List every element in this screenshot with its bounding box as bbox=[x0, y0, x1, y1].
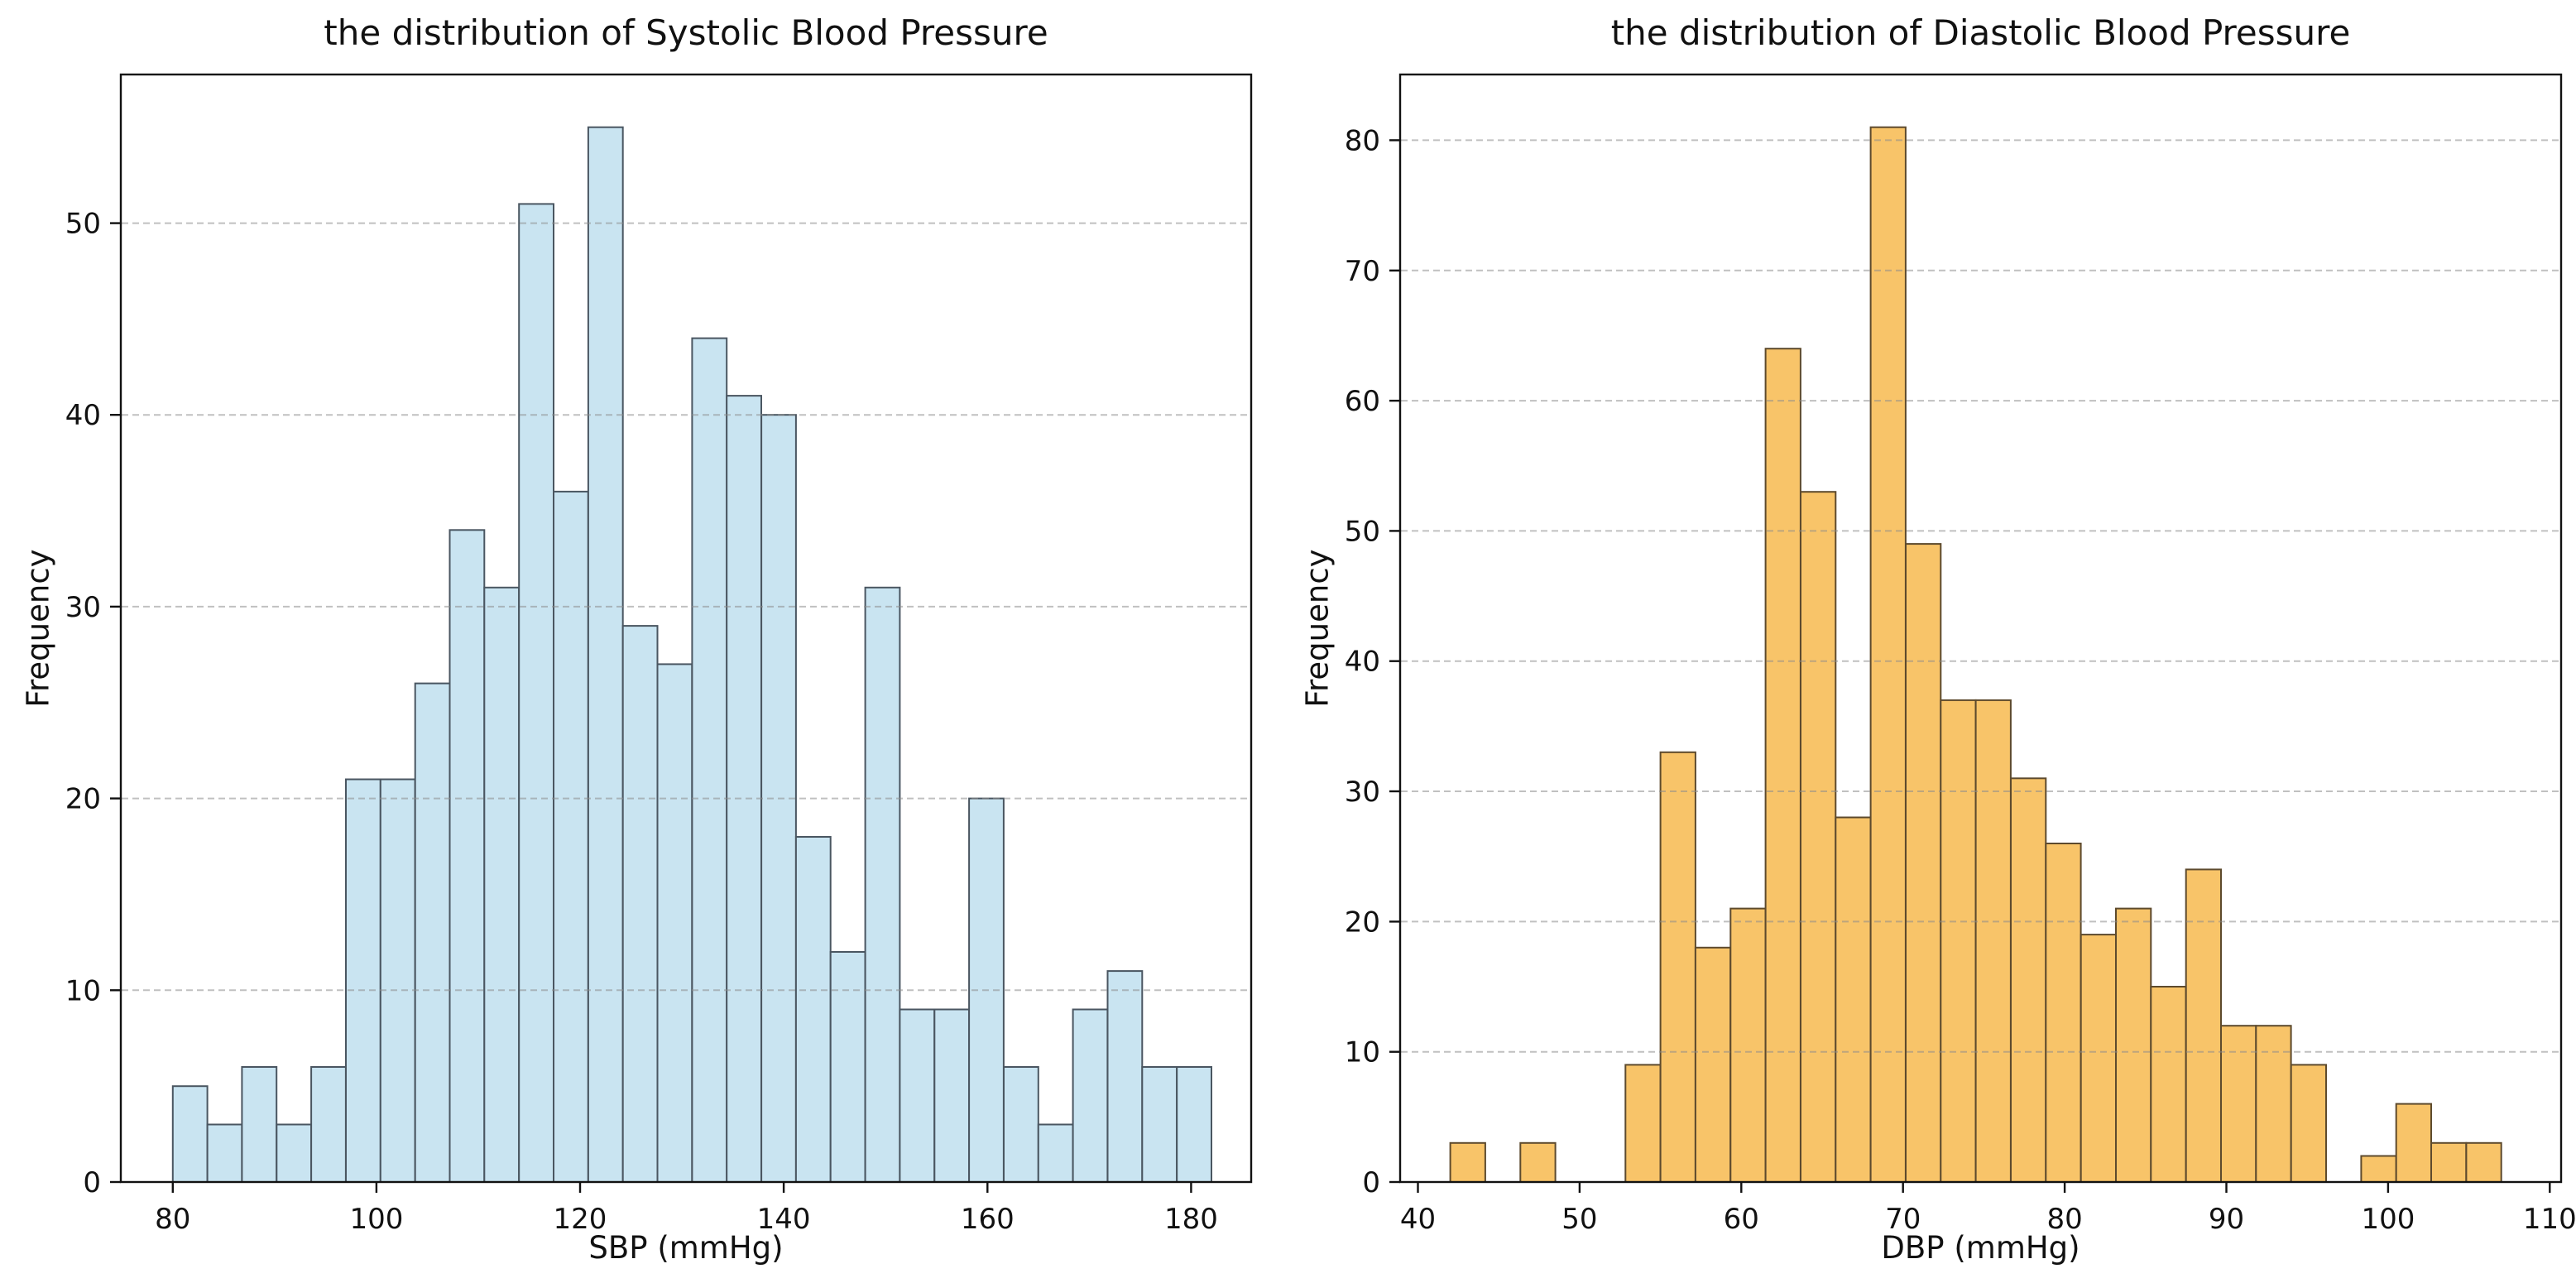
histogram-bar bbox=[1905, 543, 1942, 1183]
dbp-histogram-panel: the distribution of Diastolic Blood Pres… bbox=[1288, 0, 2576, 1283]
histogram-bar bbox=[1141, 1066, 1178, 1183]
histogram-bar bbox=[1764, 348, 1801, 1183]
y-tick-label: 50 bbox=[65, 208, 101, 241]
histogram-bar bbox=[1106, 970, 1144, 1183]
histogram-bar bbox=[2220, 1025, 2257, 1183]
histogram-bar bbox=[656, 663, 693, 1183]
x-tick-label: 100 bbox=[349, 1203, 403, 1236]
histogram-bar bbox=[933, 1008, 971, 1183]
y-tick-label: 0 bbox=[1362, 1166, 1380, 1199]
histogram-bar bbox=[899, 1008, 936, 1183]
x-tick-label: 100 bbox=[2361, 1203, 2415, 1236]
x-tick-label: 160 bbox=[961, 1203, 1015, 1236]
histogram-bar bbox=[1037, 1123, 1074, 1183]
y-tick-label: 20 bbox=[65, 783, 101, 816]
histogram-bar bbox=[1449, 1141, 1486, 1184]
histogram-bar bbox=[621, 625, 659, 1183]
histogram-bar bbox=[2045, 843, 2082, 1183]
histogram-bar bbox=[864, 586, 901, 1183]
y-tick-label: 40 bbox=[1345, 646, 1380, 679]
axes-spines bbox=[1398, 73, 2563, 1184]
x-tick-label: 80 bbox=[2046, 1203, 2082, 1236]
histogram-bar bbox=[2465, 1141, 2502, 1184]
histogram-bar bbox=[171, 1085, 209, 1183]
x-tick-label: 120 bbox=[554, 1203, 607, 1236]
x-tick-label: 90 bbox=[2209, 1203, 2244, 1236]
y-tick-label: 0 bbox=[83, 1166, 101, 1199]
x-tick-label: 40 bbox=[1400, 1203, 1436, 1236]
histogram-bar bbox=[2080, 934, 2118, 1183]
histogram-bar bbox=[449, 529, 486, 1183]
x-tick-label: 60 bbox=[1724, 1203, 1759, 1236]
histogram-bar bbox=[1694, 946, 1732, 1184]
histogram-bar bbox=[1940, 699, 1977, 1183]
histogram-bar bbox=[2115, 907, 2152, 1183]
histogram-bar bbox=[1176, 1066, 1212, 1183]
x-tick-label: 80 bbox=[155, 1203, 190, 1236]
histogram-bar bbox=[241, 1066, 278, 1183]
x-tick-label: 50 bbox=[1561, 1203, 1597, 1236]
histogram-bar bbox=[1519, 1141, 1557, 1184]
histogram-bar bbox=[1003, 1066, 1039, 1183]
y-tick-label: 20 bbox=[1345, 906, 1380, 939]
histogram-bar bbox=[1729, 907, 1767, 1183]
histogram-bar bbox=[553, 490, 589, 1183]
histogram-bar bbox=[1624, 1064, 1662, 1184]
y-tick-label: 50 bbox=[1345, 515, 1380, 548]
dbp-histogram-plot: 40 50 60 70 80 90 100 110 0 10 20 30 40 50 60 70 80 bbox=[1345, 73, 2576, 1236]
histogram-bar bbox=[794, 836, 832, 1183]
histogram-bar bbox=[1869, 126, 1907, 1184]
histogram-bar bbox=[1800, 491, 1837, 1183]
y-tick-label: 30 bbox=[65, 591, 101, 624]
y-tick-label: 80 bbox=[1345, 124, 1380, 157]
histogram-bar bbox=[414, 682, 451, 1183]
histogram-bar bbox=[2010, 777, 2047, 1183]
y-tick-label: 60 bbox=[1345, 385, 1380, 418]
histogram-bar bbox=[587, 126, 624, 1184]
y-tick-label: 10 bbox=[1345, 1036, 1380, 1069]
dbp-chart-title: the distribution of Diastolic Blood Pres… bbox=[1610, 12, 2351, 53]
histogram-bar bbox=[345, 778, 381, 1183]
histogram-bar bbox=[2255, 1025, 2292, 1183]
y-tick-label: 30 bbox=[1345, 776, 1380, 809]
histogram-bar bbox=[2360, 1155, 2397, 1183]
x-tick-label: 140 bbox=[757, 1203, 811, 1236]
x-tick-label: 180 bbox=[1164, 1203, 1218, 1236]
sbp-histogram-panel: the distribution of Systolic Blood Press… bbox=[21, 12, 1253, 1266]
x-tick-label: 110 bbox=[2523, 1203, 2576, 1236]
histogram-bar bbox=[483, 586, 520, 1183]
histogram-bar bbox=[518, 203, 555, 1183]
histogram-bar bbox=[691, 337, 728, 1184]
dbp-x-axis-label: DBP (mmHg) bbox=[1881, 1230, 2080, 1266]
axes-spines bbox=[119, 73, 1253, 1184]
histogram-bar bbox=[829, 951, 866, 1183]
y-tick-label: 70 bbox=[1345, 255, 1380, 288]
histogram-bar bbox=[2430, 1141, 2468, 1184]
histogram-bar bbox=[2395, 1103, 2432, 1183]
histogram-bar bbox=[1974, 699, 2012, 1183]
histogram-bar bbox=[2290, 1064, 2327, 1184]
histogram-bar bbox=[310, 1066, 347, 1183]
y-tick-label: 10 bbox=[65, 974, 101, 1007]
histogram-bar bbox=[2185, 868, 2222, 1184]
histogram-bar bbox=[1072, 1008, 1109, 1183]
histogram-bar bbox=[1835, 816, 1872, 1183]
histogram-bar bbox=[276, 1123, 313, 1183]
x-tick-label: 70 bbox=[1885, 1203, 1921, 1236]
histogram-bar bbox=[2150, 986, 2187, 1183]
histogram-bar bbox=[726, 395, 763, 1184]
sbp-histogram-plot: 80 100 120 140 160 180 0 10 20 30 40 50 bbox=[65, 73, 1253, 1236]
sbp-chart-title: the distribution of Systolic Blood Press… bbox=[324, 12, 1048, 53]
histogram-bar bbox=[206, 1123, 243, 1183]
y-tick-label: 40 bbox=[65, 399, 101, 432]
histogram-bar bbox=[1659, 751, 1696, 1183]
histogram-bar bbox=[379, 778, 416, 1183]
sbp-x-axis-label: SBP (mmHg) bbox=[588, 1230, 784, 1266]
